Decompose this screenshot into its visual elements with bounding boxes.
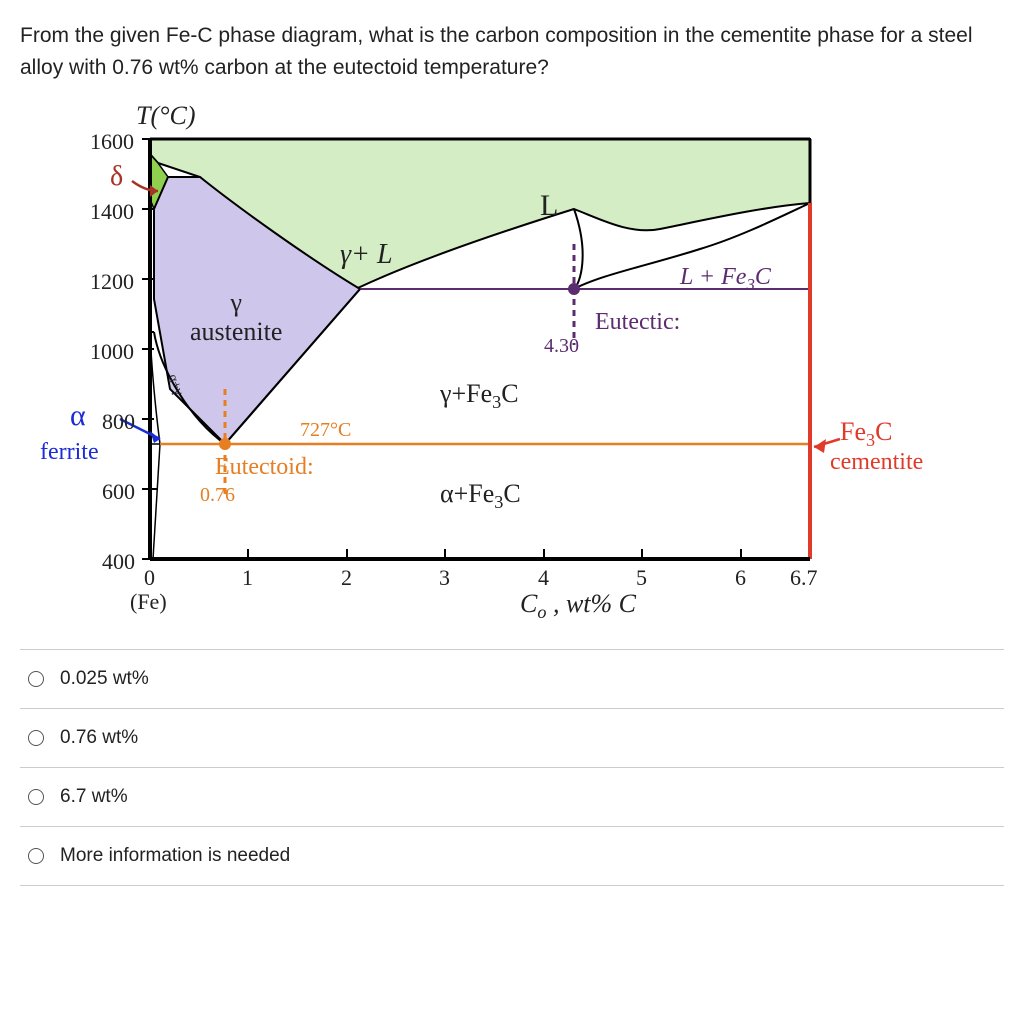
ytick-1200: 1200 bbox=[90, 269, 134, 295]
ytick-1600: 1600 bbox=[90, 129, 134, 155]
eutectoid-temp: 727°C bbox=[300, 419, 351, 442]
answer-text: 0.025 wt% bbox=[60, 668, 149, 690]
xtick-4: 4 bbox=[538, 565, 549, 591]
answer-text: More information is needed bbox=[60, 845, 290, 867]
ytick-800: 800 bbox=[102, 409, 135, 435]
alpha-label: α bbox=[70, 399, 86, 433]
xtick-2: 2 bbox=[341, 565, 352, 591]
phase-diagram: T(°C) 1600 1400 1200 1000 800 600 400 0 … bbox=[40, 99, 960, 619]
answer-text: 6.7 wt% bbox=[60, 786, 128, 808]
answer-text: 0.76 wt% bbox=[60, 727, 138, 749]
delta-label: δ bbox=[110, 161, 123, 193]
answer-option-0[interactable]: 0.025 wt% bbox=[20, 650, 1004, 709]
x-axis-title: Co , wt% C bbox=[520, 589, 636, 623]
eutectic-value: 4.30 bbox=[544, 335, 579, 358]
question-text: From the given Fe-C phase diagram, what … bbox=[20, 20, 1004, 83]
y-axis-title: T(°C) bbox=[136, 101, 196, 131]
gamma-L-label: γ+ L bbox=[340, 239, 393, 271]
ytick-600: 600 bbox=[102, 479, 135, 505]
eutectoid-point bbox=[219, 438, 231, 450]
fe-label: (Fe) bbox=[130, 589, 167, 615]
ytick-1000: 1000 bbox=[90, 339, 134, 365]
cementite-label: cementite bbox=[830, 449, 923, 476]
L-Fe3C-label: L + Fe3C bbox=[680, 264, 771, 295]
eutectoid-label: Eutectoid: bbox=[215, 454, 314, 481]
ytick-400: 400 bbox=[102, 549, 135, 575]
answer-option-2[interactable]: 6.7 wt% bbox=[20, 768, 1004, 827]
radio-icon bbox=[28, 671, 44, 687]
radio-icon bbox=[28, 789, 44, 805]
xtick-6: 6 bbox=[735, 565, 746, 591]
ferrite-label: ferrite bbox=[40, 439, 99, 466]
xtick-5: 5 bbox=[636, 565, 647, 591]
xtick-0: 0 bbox=[144, 565, 155, 591]
fe3c-label: Fe3C bbox=[840, 417, 892, 451]
answer-option-1[interactable]: 0.76 wt% bbox=[20, 709, 1004, 768]
eutectoid-value: 0.76 bbox=[200, 484, 235, 507]
xtick-3: 3 bbox=[439, 565, 450, 591]
gamma-Fe3C-label: γ+Fe3C bbox=[440, 379, 519, 413]
liquid-label: L bbox=[540, 189, 558, 223]
alpha-Fe3C-label: α+Fe3C bbox=[440, 479, 521, 513]
answer-option-3[interactable]: More information is needed bbox=[20, 827, 1004, 886]
xtick-67: 6.7 bbox=[790, 565, 818, 591]
eutectic-point bbox=[568, 283, 580, 295]
eutectic-label: Eutectic: bbox=[595, 309, 680, 336]
austenite-label: γ austenite bbox=[190, 289, 282, 346]
xtick-1: 1 bbox=[242, 565, 253, 591]
radio-icon bbox=[28, 730, 44, 746]
radio-icon bbox=[28, 848, 44, 864]
answer-list: 0.025 wt% 0.76 wt% 6.7 wt% More informat… bbox=[20, 649, 1004, 886]
ytick-1400: 1400 bbox=[90, 199, 134, 225]
